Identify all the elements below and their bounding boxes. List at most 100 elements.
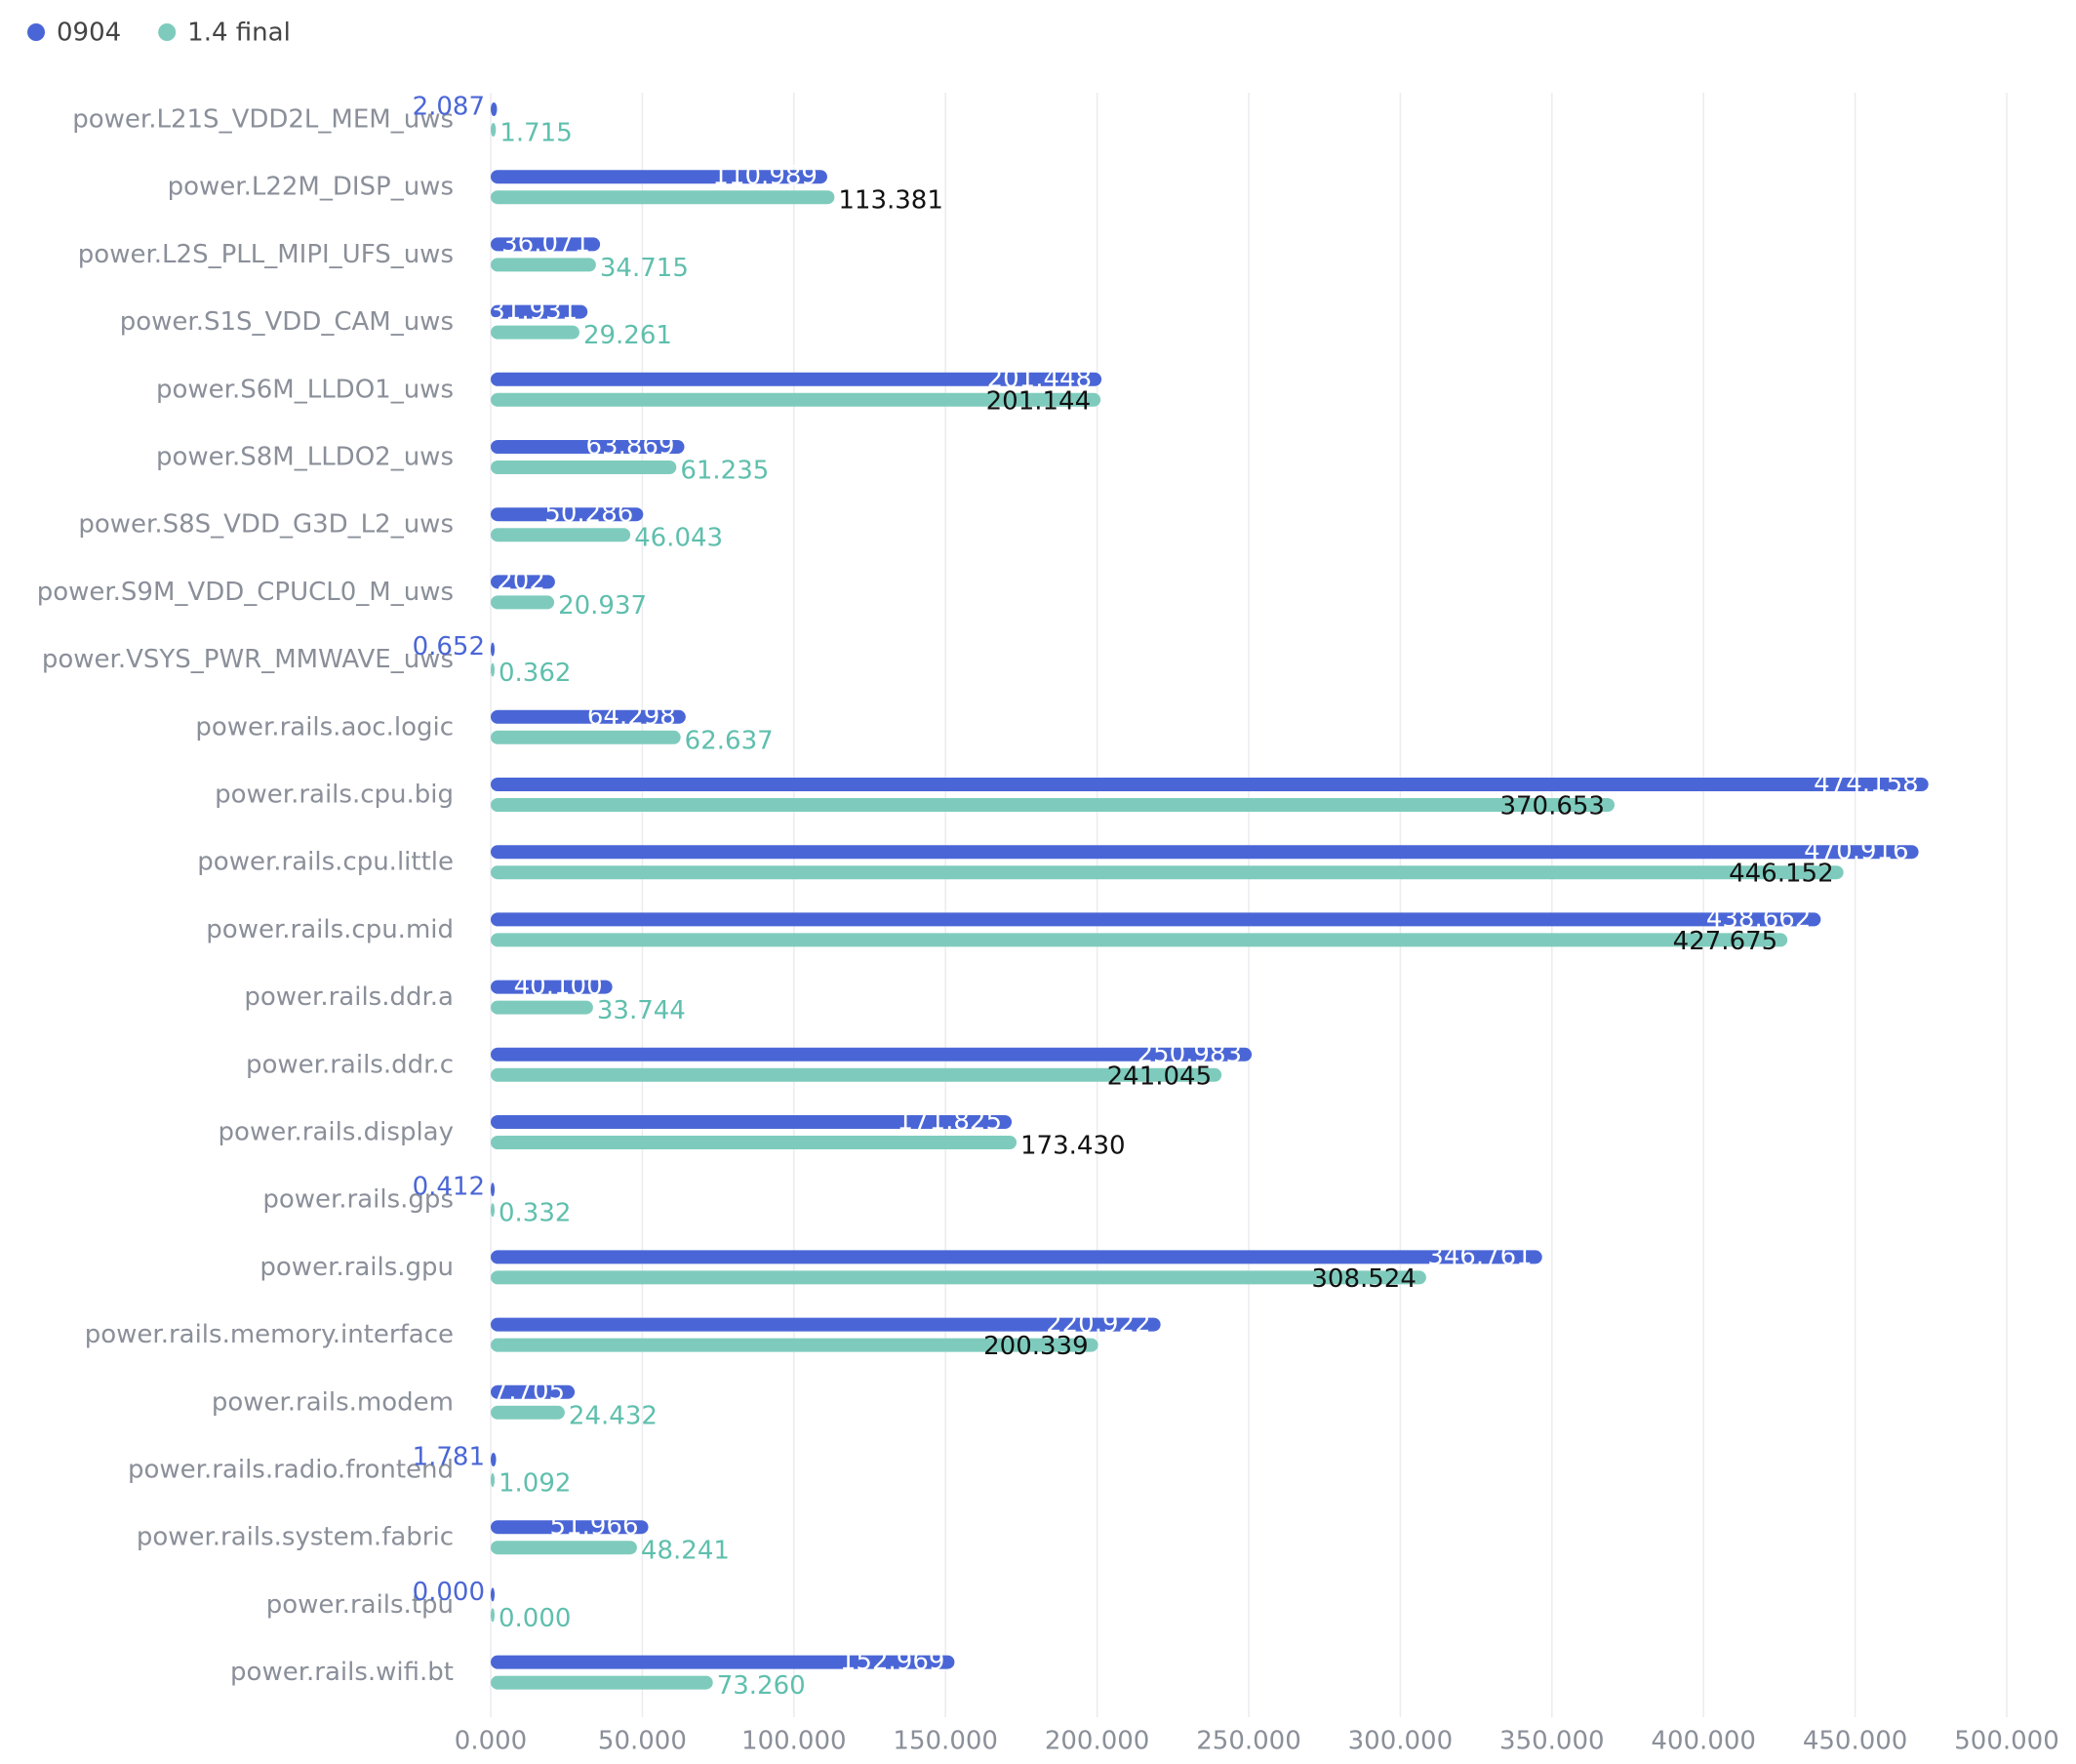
- value-label: 34.715: [600, 254, 689, 283]
- value-label: 201.448: [987, 364, 1093, 393]
- legend-marker: [27, 23, 45, 41]
- value-label: 63.869: [586, 432, 675, 461]
- x-tick-label: 50.000: [598, 1727, 687, 1756]
- value-label: 61.235: [680, 457, 769, 486]
- y-tick-label: power.S8S_VDD_G3D_L2_uws: [78, 510, 454, 540]
- x-tick-label: 200.000: [1045, 1727, 1150, 1756]
- bar: [491, 1655, 955, 1669]
- bar: [491, 258, 596, 272]
- bar: [491, 865, 1844, 880]
- legend-label: 0904: [57, 19, 121, 48]
- bar: [491, 912, 1821, 927]
- bar: [491, 1384, 576, 1399]
- bar: [491, 237, 601, 252]
- bar: [491, 1067, 1222, 1082]
- value-label: 220.922: [1046, 1309, 1151, 1339]
- value-label: 0.332: [499, 1199, 571, 1228]
- x-tick-label: 150.000: [893, 1727, 998, 1756]
- value-label: 202: [497, 567, 545, 596]
- bar: [491, 1317, 1161, 1332]
- value-label: 171.825: [898, 1107, 1003, 1137]
- bar: [491, 461, 677, 474]
- bar: [491, 1405, 565, 1420]
- bar: [491, 123, 497, 137]
- value-label: 173.430: [1020, 1132, 1126, 1161]
- bar: [491, 372, 1102, 386]
- y-tick-label: power.rails.tpu: [266, 1590, 454, 1620]
- x-tick-label: 100.000: [741, 1727, 847, 1756]
- x-tick-label: 350.000: [1499, 1727, 1605, 1756]
- bar: [491, 1338, 1098, 1352]
- bar: [491, 440, 685, 454]
- bar: [491, 1115, 1013, 1129]
- y-tick-label: power.rails.aoc.logic: [195, 712, 454, 742]
- bar: [491, 595, 555, 610]
- value-label: 250.983: [1138, 1039, 1243, 1068]
- bar: [491, 730, 681, 744]
- y-tick-label: power.rails.gpu: [260, 1253, 454, 1282]
- y-tick-label: power.rails.wifi.bt: [230, 1658, 454, 1687]
- bar: [491, 1183, 495, 1197]
- bar: [491, 778, 1929, 791]
- bar: [491, 933, 1788, 947]
- legend-label: 1.4 final: [187, 19, 291, 48]
- value-label: 346.761: [1427, 1242, 1533, 1271]
- legend-marker: [158, 23, 177, 41]
- bar: [491, 642, 495, 657]
- value-label: 474.158: [1814, 770, 1919, 799]
- y-tick-label: power.rails.ddr.c: [246, 1050, 454, 1079]
- value-label: 36.071: [501, 229, 590, 259]
- y-tick-label: power.L21S_VDD2L_MEM_uws: [72, 105, 454, 135]
- value-label: 308.524: [1311, 1264, 1417, 1294]
- value-label: 33.744: [597, 996, 686, 1025]
- bar: [491, 1203, 495, 1218]
- value-label: 438.662: [1706, 904, 1812, 934]
- y-tick-label: power.rails.system.fabric: [137, 1523, 454, 1552]
- y-tick-label: power.S9M_VDD_CPUCL0_M_uws: [37, 578, 454, 607]
- y-tick-label: power.rails.modem: [212, 1387, 454, 1417]
- value-label: 0.000: [413, 1578, 485, 1607]
- value-label: 0.000: [499, 1604, 571, 1633]
- x-tick-label: 250.000: [1196, 1727, 1301, 1756]
- value-label: 152.969: [840, 1647, 945, 1676]
- bar: [491, 102, 498, 116]
- value-label: 73.260: [717, 1671, 806, 1701]
- value-label: 110.989: [712, 162, 818, 191]
- x-tick-label: 400.000: [1651, 1727, 1756, 1756]
- bar: [491, 662, 495, 677]
- bar: [491, 1675, 713, 1690]
- value-label: 0.652: [413, 632, 485, 662]
- bar: [491, 1473, 495, 1487]
- bar: [491, 392, 1101, 407]
- y-tick-label: power.L22M_DISP_uws: [168, 173, 454, 202]
- bar: [491, 528, 631, 542]
- bar: [491, 1453, 497, 1466]
- y-tick-label: power.rails.cpu.mid: [206, 915, 454, 944]
- value-label: 7.705: [493, 1377, 565, 1406]
- x-tick-label: 450.000: [1803, 1727, 1908, 1756]
- value-label: 31.931: [489, 297, 578, 326]
- value-label: 29.261: [583, 321, 672, 350]
- bar: [491, 1541, 637, 1555]
- bar: [491, 709, 686, 724]
- bar: [491, 1520, 649, 1535]
- value-label: 2.087: [413, 93, 485, 122]
- value-label: 1.715: [499, 119, 572, 148]
- value-label: 46.043: [634, 524, 723, 553]
- y-tick-label: power.rails.gps: [262, 1185, 454, 1215]
- y-tick-label: power.S6M_LLDO1_uws: [156, 375, 454, 404]
- y-tick-label: power.rails.ddr.a: [244, 982, 454, 1012]
- value-label: 20.937: [558, 591, 647, 621]
- y-tick-label: power.S8M_LLDO2_uws: [156, 443, 454, 472]
- bar: [491, 190, 835, 205]
- x-tick-label: 0.000: [455, 1727, 527, 1756]
- value-label: 113.381: [838, 186, 943, 216]
- value-label: 50.286: [544, 500, 633, 529]
- bar: [491, 1608, 495, 1623]
- value-label: 1.781: [413, 1443, 485, 1472]
- y-tick-label: power.rails.radio.frontend: [128, 1456, 454, 1485]
- bar: [491, 507, 644, 522]
- value-label: 201.144: [986, 386, 1092, 416]
